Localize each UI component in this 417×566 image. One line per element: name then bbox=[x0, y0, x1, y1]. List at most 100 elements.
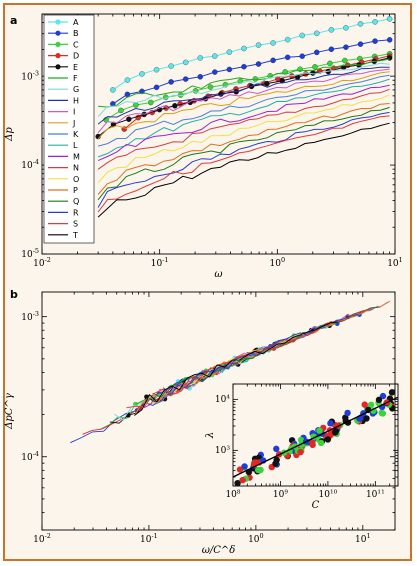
legend-marker-A bbox=[55, 19, 61, 25]
series-C-point bbox=[312, 64, 318, 70]
series-A-point bbox=[226, 49, 233, 55]
inset-point bbox=[379, 392, 387, 400]
inset-point bbox=[273, 445, 280, 453]
panel-b-series bbox=[70, 300, 391, 444]
inset-axes: 108 109 1010 1011 103 104 Cλ bbox=[205, 383, 399, 511]
series-A-point bbox=[139, 71, 145, 77]
inset-point bbox=[236, 466, 244, 473]
series-E-point bbox=[172, 103, 178, 109]
series-M-line bbox=[97, 84, 390, 162]
legend-marker-D bbox=[55, 53, 61, 59]
series-E-point bbox=[126, 116, 132, 122]
panel-a-series bbox=[95, 16, 393, 218]
series-A-point bbox=[372, 19, 378, 25]
series-B-point bbox=[139, 88, 145, 95]
panel-a-label: a bbox=[10, 14, 17, 27]
series-A-point bbox=[124, 77, 131, 83]
inset-point bbox=[239, 476, 246, 484]
panel-b-x-axis-label: ω/C^δ bbox=[202, 545, 236, 556]
series-B-point bbox=[357, 41, 364, 47]
inset-point bbox=[361, 401, 368, 408]
panel-a-x-axis-label: ω bbox=[214, 269, 222, 280]
inset-point bbox=[370, 407, 377, 414]
legend-label-E: E bbox=[73, 63, 78, 72]
series-G-line bbox=[97, 62, 390, 118]
series-S-line bbox=[97, 115, 390, 213]
series-P-line bbox=[97, 103, 390, 195]
series-Q-line bbox=[97, 106, 390, 201]
series-B-point bbox=[168, 79, 174, 85]
inset-x-tick-label: 108 bbox=[225, 489, 240, 500]
legend-marker-B bbox=[55, 30, 61, 36]
series-J-line bbox=[97, 71, 390, 140]
series-C-point bbox=[148, 99, 154, 106]
series-L-line bbox=[97, 78, 390, 158]
inset-point bbox=[309, 441, 316, 449]
series-A-point bbox=[168, 63, 174, 69]
panel-a-y-axis-label: Δp bbox=[4, 127, 15, 142]
series-B-point bbox=[197, 74, 203, 80]
inset-point bbox=[327, 420, 334, 427]
series-B-point bbox=[182, 76, 189, 82]
legend-label-L: L bbox=[73, 141, 78, 150]
legend-marker-E bbox=[55, 64, 61, 70]
inset-y-tick-label: 103 bbox=[215, 446, 230, 457]
legend-label-C: C bbox=[73, 40, 79, 49]
legend-label-S: S bbox=[73, 220, 78, 229]
series-C-point bbox=[327, 60, 333, 67]
inset-point bbox=[344, 409, 351, 417]
series-B-point bbox=[255, 61, 262, 67]
series-A-point bbox=[255, 42, 262, 48]
series-B-point bbox=[284, 54, 291, 61]
inset-point bbox=[363, 415, 370, 422]
series-A-point bbox=[110, 87, 116, 93]
series-B-point bbox=[372, 38, 378, 44]
legend-label-R: R bbox=[73, 208, 79, 217]
inset-point bbox=[388, 389, 396, 396]
inset-point bbox=[254, 466, 262, 474]
series-I-line bbox=[97, 68, 390, 134]
panel-a-x-tick-label: 100 bbox=[270, 256, 286, 269]
series-B-point bbox=[299, 53, 305, 59]
legend-label-A: A bbox=[73, 18, 79, 27]
series-A-point bbox=[241, 45, 247, 52]
inset-x-tick-label: 1010 bbox=[319, 489, 338, 500]
series-C-point bbox=[252, 76, 259, 82]
legend-marker-C bbox=[55, 41, 61, 48]
series-B-point bbox=[212, 69, 218, 75]
series-A-point bbox=[328, 27, 335, 33]
panel-a-x-tick-label: 101 bbox=[387, 256, 403, 269]
legend-label-Q: Q bbox=[73, 197, 79, 206]
panel-a-axes: 10-2 10-1 100 101 10-5 10-4 10-3 ω Δp bbox=[4, 13, 403, 280]
series-B-point bbox=[314, 49, 320, 56]
series-A-point bbox=[314, 30, 320, 37]
panel-b-y-tick-label: 10-4 bbox=[21, 450, 39, 463]
series-C-point bbox=[342, 57, 348, 64]
legend-label-O: O bbox=[73, 175, 79, 184]
series-F-line bbox=[98, 58, 390, 108]
series-R-line bbox=[97, 111, 390, 208]
inset-fit-line bbox=[232, 396, 399, 478]
series-A-point bbox=[212, 53, 218, 59]
series-H-line bbox=[97, 66, 390, 125]
series-B-point bbox=[270, 57, 276, 64]
series-C-point bbox=[118, 107, 124, 114]
series-B-point bbox=[328, 46, 335, 52]
series-E-point bbox=[264, 80, 270, 87]
series-A-point bbox=[357, 21, 364, 27]
legend-label-N: N bbox=[73, 164, 79, 173]
series-B-point bbox=[241, 63, 247, 70]
panel-b-x-tick-label: 100 bbox=[248, 532, 264, 545]
legend-box bbox=[43, 14, 95, 244]
inset-point bbox=[367, 401, 375, 408]
inset-y-axis-label: λ bbox=[205, 432, 216, 439]
legend-label-T: T bbox=[72, 231, 78, 240]
legend-label-J: J bbox=[72, 119, 75, 128]
legend-label-B: B bbox=[73, 29, 79, 38]
series-K-line bbox=[97, 74, 390, 147]
series-A-point bbox=[343, 25, 349, 31]
inset-x-tick-label: 1011 bbox=[366, 489, 385, 500]
inset-y-tick-label: 104 bbox=[215, 395, 230, 406]
series-B-point bbox=[386, 37, 393, 43]
inset-point bbox=[241, 463, 248, 470]
